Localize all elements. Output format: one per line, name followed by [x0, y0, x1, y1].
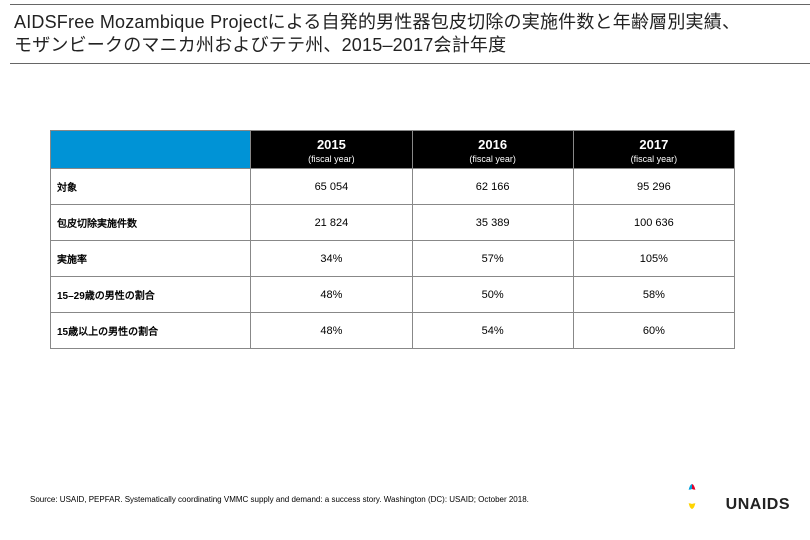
row-label: 実施率: [51, 241, 251, 277]
cell: 105%: [573, 241, 734, 277]
cell: 21 824: [251, 205, 412, 241]
cell: 60%: [573, 313, 734, 349]
cell: 48%: [251, 277, 412, 313]
slide-title: AIDSFree Mozambique Projectによる自発的男性器包皮切除…: [10, 5, 810, 58]
cell: 58%: [573, 277, 734, 313]
cell: 35 389: [412, 205, 573, 241]
cell: 100 636: [573, 205, 734, 241]
table-header-row: 2015 (fiscal year) 2016 (fiscal year) 20…: [51, 131, 735, 169]
year-sub: (fiscal year): [255, 154, 407, 164]
table-row: 包皮切除実施件数 21 824 35 389 100 636: [51, 205, 735, 241]
title-band: AIDSFree Mozambique Projectによる自発的男性器包皮切除…: [10, 4, 810, 64]
slide-root: { "title": "AIDSFree Mozambique Projectに…: [0, 0, 810, 540]
cell: 62 166: [412, 169, 573, 205]
table-header-blank: [51, 131, 251, 169]
source-citation: Source: USAID, PEPFAR. Systematically co…: [30, 495, 529, 504]
data-table: 2015 (fiscal year) 2016 (fiscal year) 20…: [50, 130, 735, 349]
year-main: 2015: [255, 137, 407, 152]
table-header-year: 2015 (fiscal year): [251, 131, 412, 169]
table-row: 対象 65 054 62 166 95 296: [51, 169, 735, 205]
row-label: 15歳以上の男性の割合: [51, 313, 251, 349]
year-sub: (fiscal year): [578, 154, 730, 164]
cell: 57%: [412, 241, 573, 277]
cell: 50%: [412, 277, 573, 313]
year-main: 2017: [578, 137, 730, 152]
table-row: 実施率 34% 57% 105%: [51, 241, 735, 277]
cell: 34%: [251, 241, 412, 277]
unaids-ring-icon: [688, 488, 722, 522]
cell: 65 054: [251, 169, 412, 205]
unaids-logo: UNAIDS: [688, 488, 790, 522]
table-header-year: 2016 (fiscal year): [412, 131, 573, 169]
year-main: 2016: [417, 137, 569, 152]
table-row: 15–29歳の男性の割合 48% 50% 58%: [51, 277, 735, 313]
cell: 54%: [412, 313, 573, 349]
cell: 95 296: [573, 169, 734, 205]
row-label: 15–29歳の男性の割合: [51, 277, 251, 313]
year-sub: (fiscal year): [417, 154, 569, 164]
cell: 48%: [251, 313, 412, 349]
row-label: 対象: [51, 169, 251, 205]
row-label: 包皮切除実施件数: [51, 205, 251, 241]
table-header-year: 2017 (fiscal year): [573, 131, 734, 169]
data-table-wrap: 2015 (fiscal year) 2016 (fiscal year) 20…: [50, 130, 735, 349]
table-row: 15歳以上の男性の割合 48% 54% 60%: [51, 313, 735, 349]
unaids-logo-text: UNAIDS: [726, 496, 790, 514]
